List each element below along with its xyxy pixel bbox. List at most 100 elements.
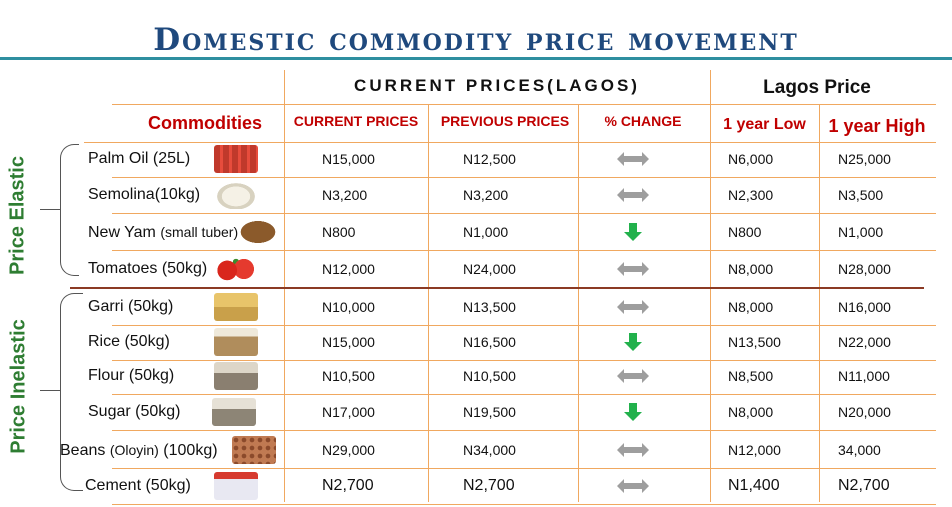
- year-high-cell: N11,000: [838, 368, 890, 384]
- title-underline: [0, 57, 952, 60]
- previous-price-cell: N3,200: [463, 187, 509, 203]
- grid-line: [112, 504, 936, 505]
- header-current-prices: CURRENT PRICES: [293, 113, 419, 129]
- commodity-name: Cement (50kg): [85, 477, 191, 494]
- both-arrow-icon: [617, 188, 649, 202]
- both-arrow-icon: [617, 300, 649, 314]
- down-arrow-icon: [624, 403, 642, 421]
- year-high-cell: N16,000: [838, 299, 891, 315]
- bracket-inelastic-tick: [40, 390, 61, 391]
- table-row: Cement (50kg) N2,700 N2,700 N1,400 N2,700: [0, 468, 952, 504]
- current-price-cell: N17,000: [322, 404, 375, 420]
- year-low-cell: N6,000: [728, 151, 774, 167]
- year-high-cell: N3,500: [838, 187, 884, 203]
- sugar-sack-image: [212, 398, 256, 426]
- current-price-cell: N29,000: [322, 442, 375, 458]
- year-high-cell: N2,700: [838, 477, 890, 494]
- table-row: Beans (Oloyin) (100kg) N29,000 N34,000 N12,…: [0, 432, 952, 468]
- grid-line: [710, 70, 711, 502]
- yam-tuber-image: [236, 218, 280, 246]
- commodity-name: Beans (Oloyin) (100kg): [60, 442, 218, 459]
- current-price-cell: N800: [322, 224, 356, 240]
- previous-price-cell: N12,500: [463, 151, 516, 167]
- commodity-name: Rice (50kg): [88, 333, 170, 350]
- table-row: Rice (50kg) N15,000 N16,500 N13,500 N22,000: [0, 324, 952, 360]
- previous-price-cell: N2,700: [463, 477, 515, 494]
- both-arrow-icon: [617, 479, 649, 493]
- grid-line: [112, 360, 936, 361]
- header-commodities: Commodities: [147, 113, 262, 133]
- header-current-prices-lagos: CURRENT PRICES(LAGOS): [354, 76, 640, 95]
- down-arrow-icon: [624, 223, 642, 241]
- tomatoes-image: [214, 255, 258, 283]
- both-arrow-icon: [617, 152, 649, 166]
- current-price-cell: N10,500: [322, 368, 375, 384]
- current-price-cell: N12,000: [322, 261, 375, 277]
- down-arrow-icon: [624, 333, 642, 351]
- commodity-name: Semolina(10kg): [88, 186, 201, 203]
- elastic-inelastic-divider: [70, 287, 924, 289]
- grid-line: [112, 250, 936, 251]
- table-row: Garri (50kg) N10,000 N13,500 N8,000 N16,000: [0, 289, 952, 325]
- grid-line: [428, 104, 429, 502]
- both-arrow-icon: [617, 262, 649, 276]
- grid-line: [84, 142, 936, 143]
- year-low-cell: N8,500: [728, 368, 774, 384]
- current-price-cell: N15,000: [322, 334, 375, 350]
- year-low-cell: N800: [728, 224, 762, 240]
- current-price-cell: N2,700: [322, 477, 374, 494]
- both-arrow-icon: [617, 443, 649, 457]
- table-row: Flour (50kg) N10,500 N10,500 N8,500 N11,000: [0, 358, 952, 394]
- grid-line: [112, 430, 936, 431]
- year-high-cell: N28,000: [838, 261, 891, 277]
- grid-line: [578, 104, 579, 502]
- flour-sack-image: [214, 362, 258, 390]
- bracket-inelastic: [60, 293, 83, 491]
- year-high-cell: N20,000: [838, 404, 891, 420]
- grid-line: [112, 325, 936, 326]
- year-low-cell: N8,000: [728, 299, 774, 315]
- year-high-cell: N22,000: [838, 334, 891, 350]
- bracket-elastic: [60, 144, 79, 276]
- table-row: New Yam (small tuber) N800 N1,000 N800 N1,00…: [0, 214, 952, 250]
- semolina-bowl-image: [214, 181, 258, 209]
- grid-line: [819, 104, 820, 502]
- grid-line: [112, 468, 936, 469]
- grid-line: [112, 104, 936, 105]
- year-high-cell: N1,000: [838, 224, 884, 240]
- header-year-high: 1 year High: [828, 116, 926, 136]
- page-title: Domestic commodity price movement: [153, 22, 799, 58]
- year-high-cell: 34,000: [838, 442, 881, 458]
- previous-price-cell: N1,000: [463, 224, 509, 240]
- commodity-name: Garri (50kg): [88, 298, 174, 315]
- year-low-cell: N2,300: [728, 187, 774, 203]
- year-low-cell: N12,000: [728, 442, 781, 458]
- current-price-cell: N15,000: [322, 151, 375, 167]
- previous-price-cell: N34,000: [463, 442, 516, 458]
- header-percent-change: % CHANGE: [604, 113, 682, 129]
- table-row: Palm Oil (25L) N15,000 N12,500 N6,000 N25,00…: [0, 141, 952, 177]
- commodity-name: Palm Oil (25L): [88, 150, 191, 167]
- previous-price-cell: N19,500: [463, 404, 516, 420]
- bracket-elastic-tick: [40, 209, 61, 210]
- beans-image: [232, 436, 276, 464]
- grid-line: [112, 213, 936, 214]
- commodity-name: New Yam (small tuber): [88, 224, 239, 241]
- palm-oil-jerrycans-image: [214, 145, 258, 173]
- table-row: Tomatoes (50kg) N12,000 N24,000 N8,000 N28,0…: [0, 251, 952, 287]
- table-row: Semolina(10kg) N3,200 N3,200 N2,300 N3,500: [0, 177, 952, 213]
- garri-image: [214, 293, 258, 321]
- year-low-cell: N8,000: [728, 261, 774, 277]
- previous-price-cell: N24,000: [463, 261, 516, 277]
- commodity-name: Sugar (50kg): [88, 403, 181, 420]
- both-arrow-icon: [617, 369, 649, 383]
- commodity-name: Tomatoes (50kg): [88, 260, 208, 277]
- grid-line: [284, 70, 285, 502]
- previous-price-cell: N10,500: [463, 368, 516, 384]
- header-year-low: 1 year Low: [723, 116, 806, 133]
- year-low-cell: N8,000: [728, 404, 774, 420]
- year-low-cell: N13,500: [728, 334, 781, 350]
- table-row: Sugar (50kg) N17,000 N19,500 N8,000 N20,000: [0, 394, 952, 430]
- previous-price-cell: N16,500: [463, 334, 516, 350]
- commodity-name: Flour (50kg): [88, 367, 175, 384]
